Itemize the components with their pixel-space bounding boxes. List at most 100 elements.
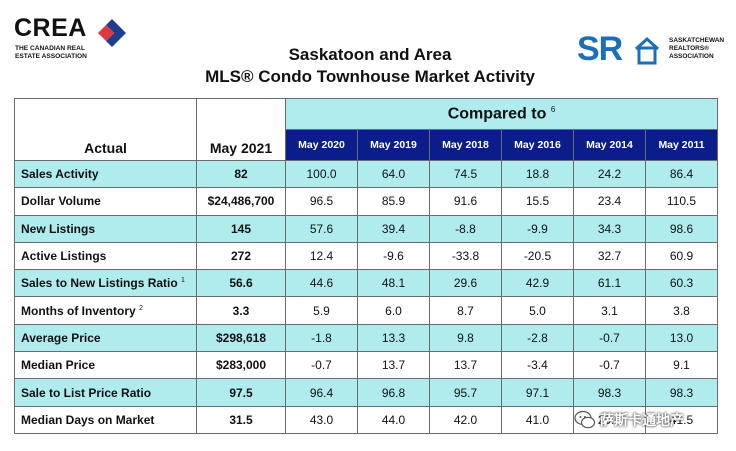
compare-value: 41.0 bbox=[501, 405, 574, 434]
compare-value: 3.1 bbox=[573, 296, 646, 325]
table-row: Average Price $298,618 -1.8 13.3 9.8 -2.8 -0.7… bbox=[14, 323, 718, 353]
compare-value: -9.9 bbox=[501, 214, 574, 243]
table-row: Sales Activity 82 100.0 64.0 74.5 18.8 24.2 86.… bbox=[14, 159, 718, 189]
compare-value: 12.4 bbox=[285, 241, 358, 271]
current-period-header: May 2021 bbox=[196, 98, 286, 161]
actual-value: $24,486,700 bbox=[196, 187, 286, 216]
compare-value: 13.3 bbox=[357, 323, 430, 353]
sra-logo: SR SASKATCHEWAN REALTORS® ASSOCIATION bbox=[577, 30, 727, 70]
row-footnote: 2 bbox=[139, 304, 143, 312]
market-activity-table: Actual May 2021 Compared to 6 May 2020 Ma… bbox=[14, 98, 718, 434]
compare-value: 8.7 bbox=[429, 296, 502, 325]
compare-value: 57.6 bbox=[285, 214, 358, 243]
compare-value: 96.4 bbox=[285, 378, 358, 407]
compare-value: 96.8 bbox=[357, 378, 430, 407]
compare-value: 91.6 bbox=[429, 187, 502, 216]
compare-value: 13.7 bbox=[357, 351, 430, 380]
row-label: Active Listings bbox=[14, 241, 197, 271]
compare-value: 44.0 bbox=[357, 405, 430, 434]
compare-value: 5.9 bbox=[285, 296, 358, 325]
row-label: Dollar Volume bbox=[14, 187, 197, 216]
compare-value: 48.1 bbox=[357, 269, 430, 298]
row-label: Sale to List Price Ratio bbox=[14, 378, 197, 407]
compare-value: 96.5 bbox=[285, 187, 358, 216]
compare-value: 3.8 bbox=[645, 296, 718, 325]
title-line-1: Saskatoon and Area bbox=[288, 45, 452, 64]
table-row: Dollar Volume $24,486,700 96.5 85.9 91.6 15.5… bbox=[14, 187, 718, 216]
sra-logo-text: SR bbox=[577, 30, 623, 68]
compare-value: 15.5 bbox=[501, 187, 574, 216]
title-line-2: MLS® Condo Townhouse Market Activity bbox=[205, 67, 535, 86]
compare-value: -0.7 bbox=[573, 351, 646, 380]
crea-logo: CREA THE CANADIAN REAL ESTATE ASSOCIATIO… bbox=[14, 14, 134, 64]
compare-value: -2.8 bbox=[501, 323, 574, 353]
compare-value: 97.1 bbox=[501, 378, 574, 407]
crea-diamond-icon bbox=[98, 19, 126, 47]
compare-value: 86.4 bbox=[645, 159, 718, 189]
compare-value: 95.7 bbox=[429, 378, 502, 407]
compare-value: 34.3 bbox=[573, 214, 646, 243]
compare-value: 64.0 bbox=[357, 159, 430, 189]
compare-period-header: May 2011 bbox=[645, 129, 718, 161]
compare-period-header: May 2016 bbox=[501, 129, 574, 161]
wechat-icon bbox=[574, 410, 596, 429]
compare-value: 44.6 bbox=[285, 269, 358, 298]
actual-value: $298,618 bbox=[196, 323, 286, 353]
actual-value: $283,000 bbox=[196, 351, 286, 380]
compare-value: 9.8 bbox=[429, 323, 502, 353]
compare-value: 41.5 bbox=[645, 405, 718, 434]
row-label: Sales Activity bbox=[14, 159, 197, 189]
compare-value: 85.9 bbox=[357, 187, 430, 216]
table-row: New Listings 145 57.6 39.4 -8.8 -9.9 34.3 98.6 bbox=[14, 214, 718, 243]
watermark-text: 萨斯卡通地产 bbox=[600, 412, 684, 428]
actual-value: 145 bbox=[196, 214, 286, 243]
compare-value: -1.8 bbox=[285, 323, 358, 353]
actual-value: 82 bbox=[196, 159, 286, 189]
compare-value: 23.4 bbox=[573, 187, 646, 216]
compare-value: 60.9 bbox=[645, 241, 718, 271]
compare-value: 5.0 bbox=[501, 296, 574, 325]
compare-value: 61.1 bbox=[573, 269, 646, 298]
sra-logo-subtitle: SASKATCHEWAN REALTORS® ASSOCIATION bbox=[669, 37, 725, 60]
compare-value: 43.0 bbox=[285, 405, 358, 434]
compare-value: 39.4 bbox=[357, 214, 430, 243]
row-label: Months of Inventory 2 bbox=[14, 296, 197, 325]
compare-value: 98.6 bbox=[645, 214, 718, 243]
compare-value: 60.3 bbox=[645, 269, 718, 298]
table-row: Active Listings 272 12.4 -9.6 -33.8 -20.5 32.7… bbox=[14, 241, 718, 271]
table-row: Sale to List Price Ratio 97.5 96.4 96.8 95.7… bbox=[14, 378, 718, 407]
table-row: Median Days on Market 31.5 43.0 44.0 42.0 41.… bbox=[14, 405, 718, 434]
compare-value: 13.7 bbox=[429, 351, 502, 380]
table-row: Median Price $283,000 -0.7 13.7 13.7 -3.4 -0.7… bbox=[14, 351, 718, 380]
compare-value: 98.3 bbox=[645, 378, 718, 407]
compare-value: -9.6 bbox=[357, 241, 430, 271]
compare-value: 98.3 bbox=[573, 378, 646, 407]
compare-value: 74.5 bbox=[429, 159, 502, 189]
row-footnote: 1 bbox=[181, 277, 185, 285]
compared-footnote: 6 bbox=[550, 104, 556, 114]
actual-value: 97.5 bbox=[196, 378, 286, 407]
compare-value: -3.4 bbox=[501, 351, 574, 380]
compare-value: 29.0 bbox=[573, 405, 646, 434]
row-label: New Listings bbox=[14, 214, 197, 243]
compare-value: 100.0 bbox=[285, 159, 358, 189]
compare-periods-row: May 2020 May 2019 May 2018 May 2016 May 2014… bbox=[15, 129, 718, 161]
compare-value: 42.9 bbox=[501, 269, 574, 298]
compare-value: 13.0 bbox=[645, 323, 718, 353]
compare-period-header: May 2020 bbox=[285, 129, 358, 161]
actual-value: 56.6 bbox=[196, 269, 286, 298]
compare-value: -0.7 bbox=[285, 351, 358, 380]
compare-value: 32.7 bbox=[573, 241, 646, 271]
compare-value: 6.0 bbox=[357, 296, 430, 325]
compare-value: -8.8 bbox=[429, 214, 502, 243]
compare-value: -20.5 bbox=[501, 241, 574, 271]
crea-logo-text: CREA bbox=[14, 14, 87, 42]
actual-header: Actual bbox=[14, 98, 197, 161]
compare-value: -33.8 bbox=[429, 241, 502, 271]
table-body: Sales Activity 82 100.0 64.0 74.5 18.8 24.2 86.… bbox=[14, 159, 718, 434]
row-label: Average Price bbox=[14, 323, 197, 353]
compare-period-header: May 2019 bbox=[357, 129, 430, 161]
compare-value: 9.1 bbox=[645, 351, 718, 380]
row-label: Sales to New Listings Ratio 1 bbox=[14, 269, 197, 298]
page-title: Saskatoon and Area MLS® Condo Townhouse … bbox=[150, 44, 590, 88]
